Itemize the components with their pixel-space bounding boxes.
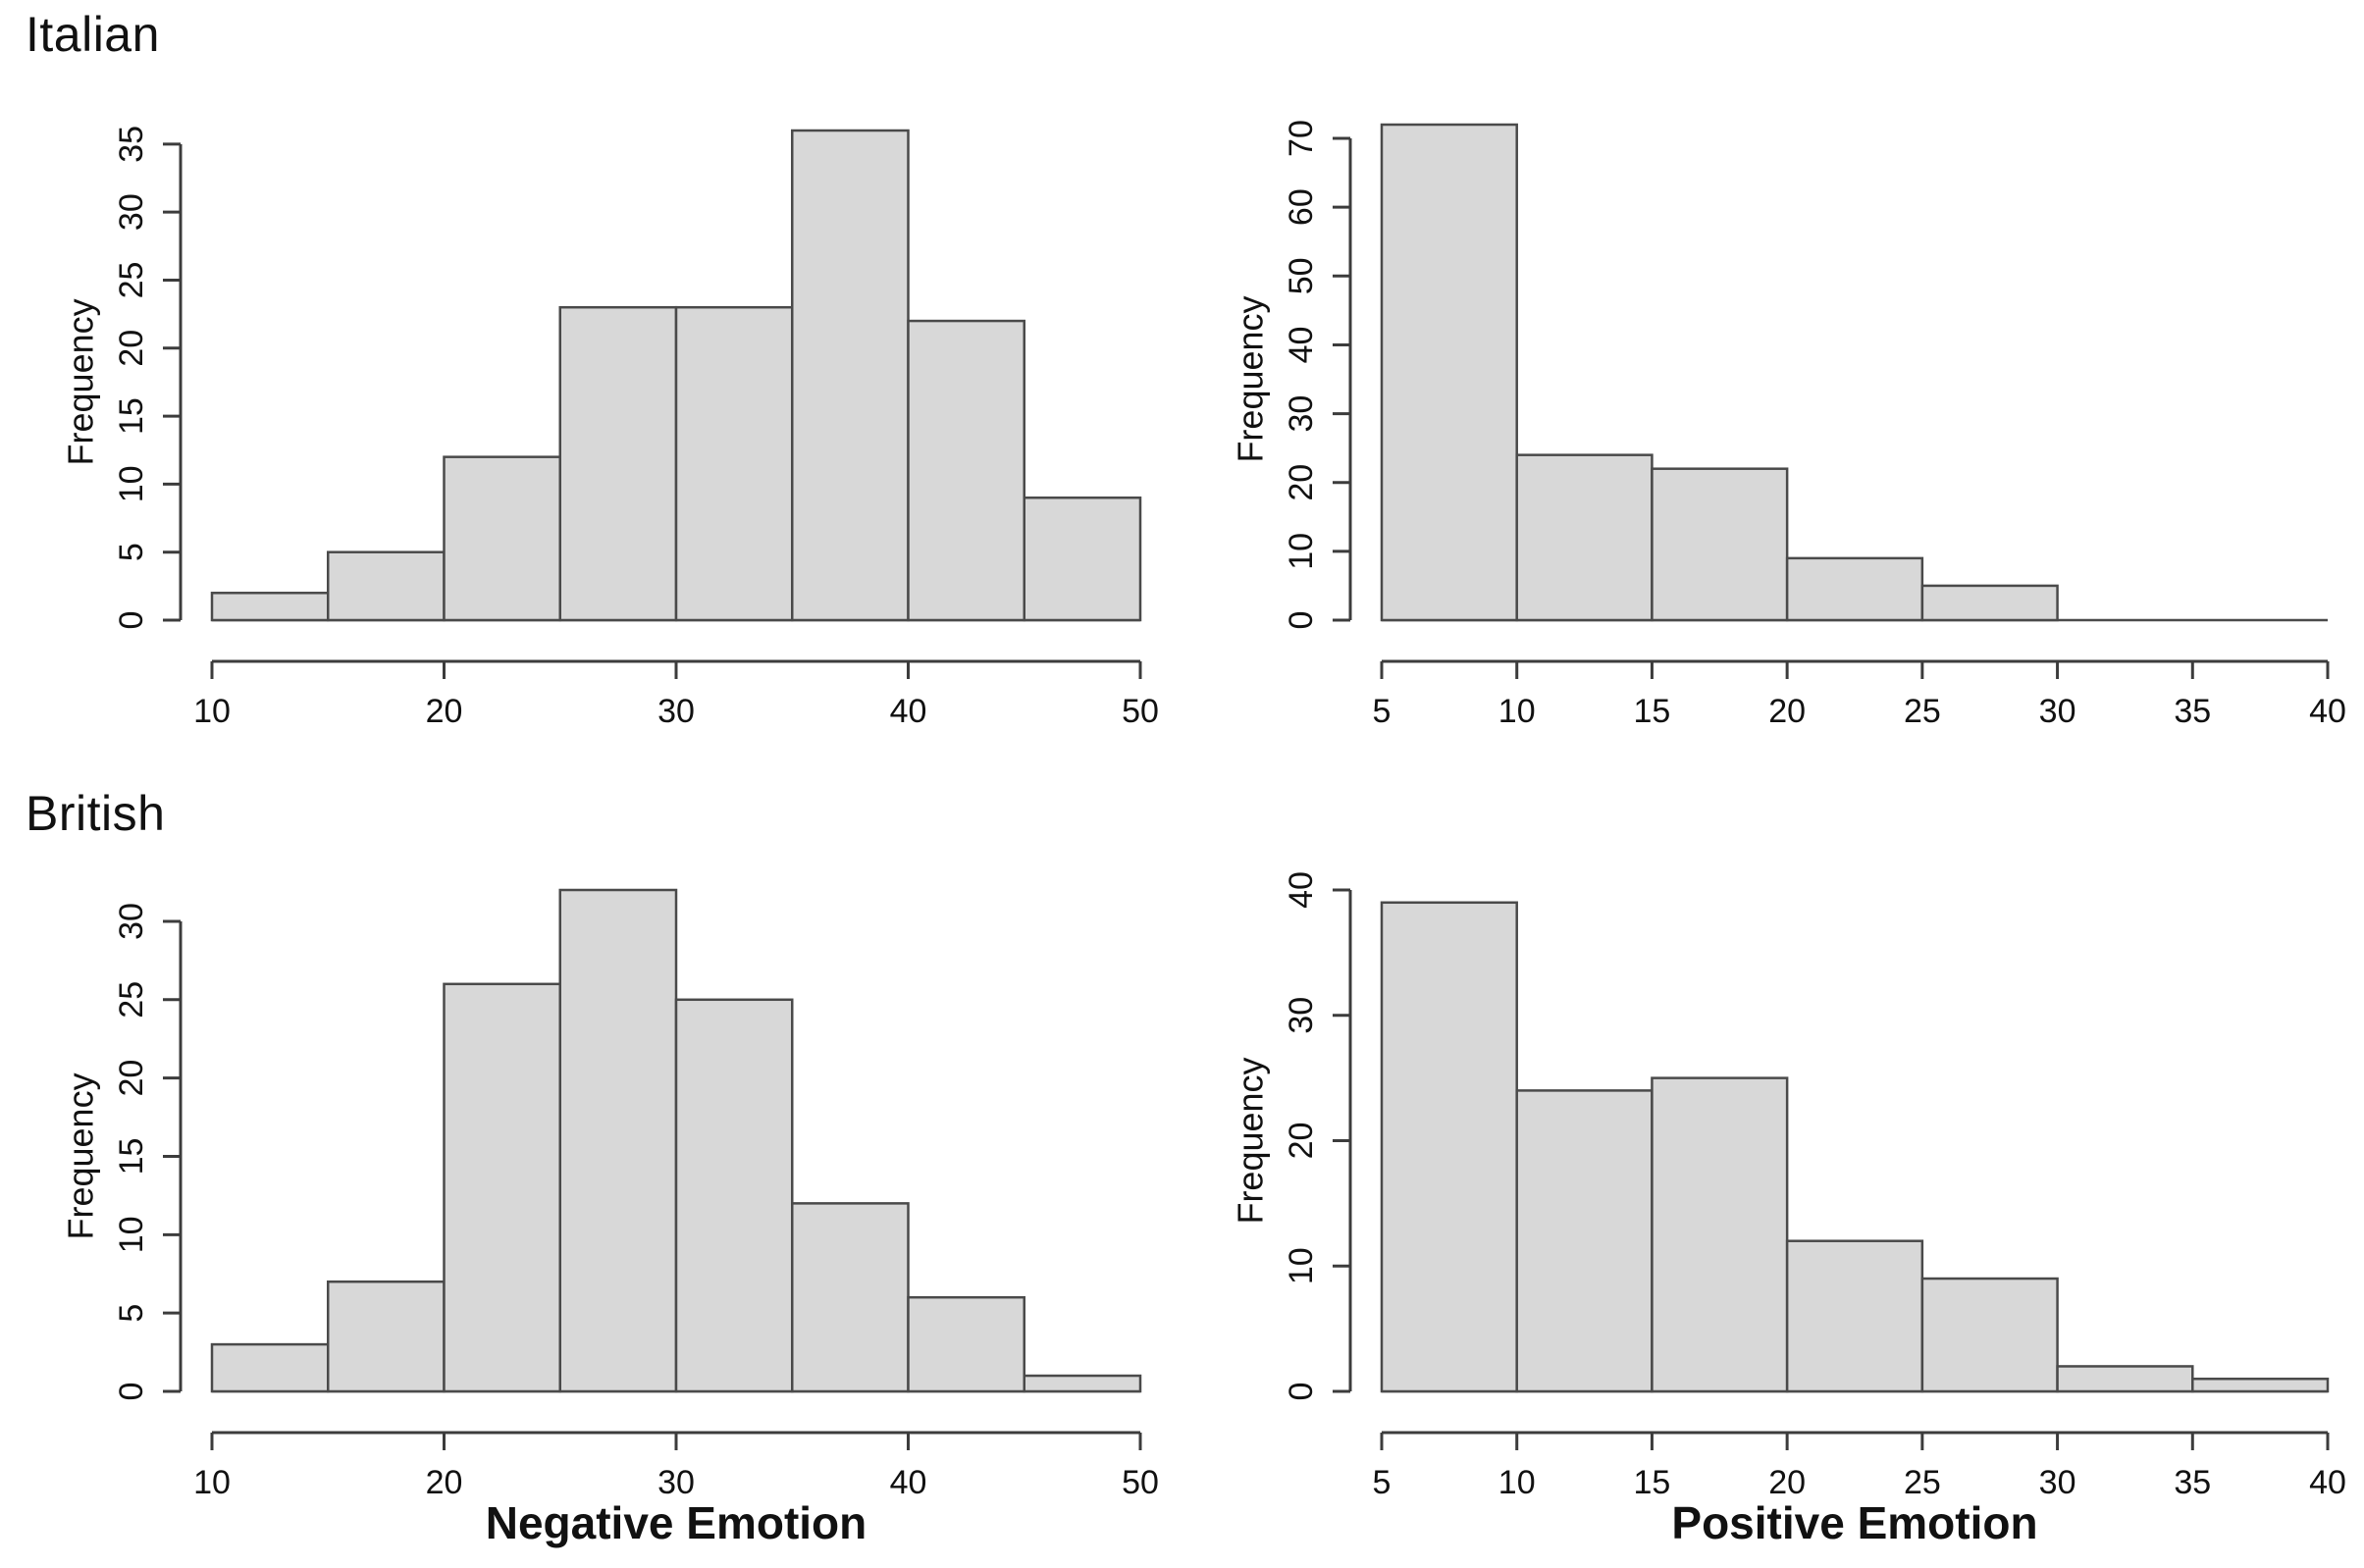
chart-italian-negative-emotion: 0 5 10 15 20 25 30 35 10 20 30 40 50 Frequency — [29, 77, 1168, 730]
histogram-bar — [558, 305, 678, 622]
histogram-bar — [1920, 584, 2059, 622]
histogram-bar — [1380, 123, 1518, 622]
y-tick-label: 10 — [113, 1216, 150, 1253]
y-tick-label: 0 — [113, 1383, 150, 1401]
y-tick-label: 30 — [113, 193, 150, 231]
y-tick-label: 20 — [113, 1060, 150, 1097]
y-axis-title: Frequency — [1231, 295, 1271, 462]
x-tick-label: 15 — [1634, 693, 1671, 726]
histogram-bar — [674, 998, 794, 1393]
x-tick-label: 25 — [1904, 693, 1941, 726]
y-tick-label: 20 — [1283, 1123, 1320, 1160]
chart-british-negative-emotion: 0 5 10 15 20 25 30 10 20 30 40 50 Frequency Negative … — [29, 836, 1168, 1568]
histogram-bar — [674, 305, 794, 622]
y-tick-label: 30 — [1283, 997, 1320, 1034]
group-title-british: British — [26, 786, 166, 841]
y-tick-label: 0 — [113, 611, 150, 630]
x-tick-label: 20 — [426, 693, 463, 726]
x-tick-label: 10 — [193, 693, 231, 726]
histogram-bar — [1785, 556, 1924, 622]
italian-negative-emotion-histogram: 0 5 10 15 20 25 30 35 10 20 30 40 50 Frequency — [61, 126, 1159, 730]
x-tick-label: 10 — [1498, 693, 1536, 726]
histogram-bar — [210, 1342, 330, 1393]
x-tick-label: 20 — [1768, 693, 1806, 726]
y-tick-label: 15 — [113, 397, 150, 435]
histogram-bar — [1023, 497, 1142, 622]
x-axis-title: Negative Emotion — [486, 1497, 867, 1548]
histogram-bar — [210, 592, 330, 622]
histogram-bar — [2191, 1377, 2330, 1393]
y-tick-label: 10 — [113, 465, 150, 502]
x-tick-label: 15 — [1634, 1464, 1671, 1501]
y-tick-label: 30 — [113, 903, 150, 940]
x-tick-label: 25 — [1904, 1464, 1941, 1501]
y-axis-title: Frequency — [61, 1072, 101, 1239]
y-tick-label: 0 — [1283, 1383, 1320, 1401]
y-tick-label: 60 — [1283, 188, 1320, 226]
x-tick-label: 35 — [2174, 1464, 2211, 1501]
histogram-bar — [1515, 453, 1654, 622]
x-tick-label: 10 — [193, 1464, 231, 1501]
histogram-bar — [443, 982, 561, 1393]
x-tick-label: 40 — [2309, 693, 2346, 726]
histogram-bar — [2056, 1365, 2194, 1393]
histogram-bar — [791, 1202, 910, 1393]
y-tick-label: 10 — [1283, 1247, 1320, 1284]
chart-italian-positive-emotion: 0 10 20 30 40 50 60 70 5 10 15 20 25 30 35 40 Frequency — [1199, 71, 2355, 730]
italian-positive-emotion-histogram: 0 10 20 30 40 50 60 70 5 10 15 20 25 30 35 40 Frequency — [1231, 120, 2346, 730]
y-tick-label: 20 — [1283, 464, 1320, 501]
histogram-bar — [1651, 467, 1789, 622]
y-tick-label: 5 — [113, 543, 150, 561]
y-axis-title: Frequency — [61, 298, 101, 465]
histogram-bar — [1920, 1277, 2059, 1393]
y-axis-title: Frequency — [1231, 1057, 1271, 1224]
x-tick-label: 40 — [890, 693, 927, 726]
x-tick-label: 30 — [657, 1464, 695, 1501]
y-tick-label: 25 — [113, 262, 150, 299]
y-tick-label: 20 — [113, 330, 150, 367]
x-tick-label: 50 — [1122, 1464, 1159, 1501]
x-tick-label: 10 — [1498, 1464, 1536, 1501]
british-positive-emotion-histogram: 0 10 20 30 40 5 10 15 20 25 30 35 40 Frequency Positiv… — [1231, 871, 2346, 1548]
histogram-bar — [1785, 1239, 1924, 1393]
histogram-bar — [1023, 1374, 1142, 1393]
y-tick-label: 5 — [113, 1304, 150, 1323]
histogram-bar — [907, 319, 1025, 622]
x-tick-label: 30 — [2039, 693, 2076, 726]
x-tick-label: 20 — [1768, 1464, 1806, 1501]
y-tick-label: 50 — [1283, 257, 1320, 294]
y-tick-label: 25 — [113, 981, 150, 1019]
x-tick-label: 5 — [1373, 693, 1392, 726]
histogram-bar — [791, 129, 910, 622]
y-tick-label: 30 — [1283, 395, 1320, 433]
x-tick-label: 30 — [2039, 1464, 2076, 1501]
histogram-bar — [443, 455, 561, 622]
x-axis-title: Positive Emotion — [1671, 1497, 2037, 1548]
british-negative-emotion-histogram: 0 5 10 15 20 25 30 10 20 30 40 50 Frequency Negative … — [61, 888, 1159, 1548]
histogram-bar — [1380, 901, 1518, 1393]
x-tick-label: 30 — [657, 693, 695, 726]
x-tick-label: 35 — [2174, 693, 2211, 726]
y-tick-label: 0 — [1283, 611, 1320, 630]
y-tick-label: 10 — [1283, 533, 1320, 570]
y-tick-label: 70 — [1283, 120, 1320, 157]
histogram-bar — [1651, 1076, 1789, 1393]
x-tick-label: 20 — [426, 1464, 463, 1501]
chart-british-positive-emotion: 0 10 20 30 40 5 10 15 20 25 30 35 40 Frequency Positiv… — [1199, 836, 2355, 1568]
x-tick-label: 40 — [890, 1464, 927, 1501]
x-tick-label: 50 — [1122, 693, 1159, 726]
histogram-bar — [327, 1280, 446, 1393]
histogram-bar — [327, 550, 446, 622]
y-tick-label: 35 — [113, 126, 150, 163]
group-title-italian: Italian — [26, 7, 160, 62]
y-tick-label: 15 — [113, 1138, 150, 1176]
x-tick-label: 40 — [2309, 1464, 2346, 1501]
y-tick-label: 40 — [1283, 871, 1320, 909]
x-tick-label: 5 — [1373, 1464, 1392, 1501]
histogram-bar — [558, 888, 678, 1393]
y-tick-label: 40 — [1283, 327, 1320, 364]
histogram-bar — [1515, 1089, 1654, 1393]
histogram-bar — [907, 1295, 1025, 1393]
